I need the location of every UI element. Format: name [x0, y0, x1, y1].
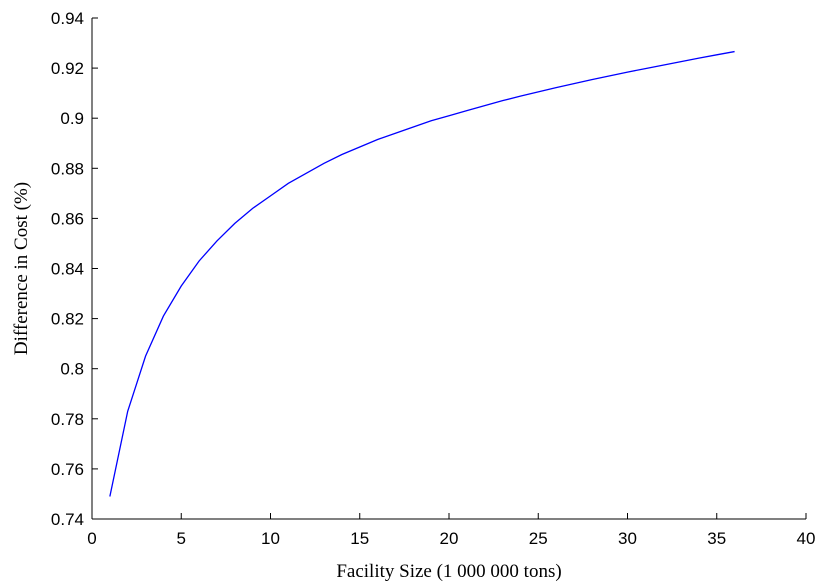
y-tick-label: 0.8: [60, 360, 84, 379]
x-axis-ticks: 0 5 10 15 20 25 30 35 40: [87, 513, 815, 548]
y-tick-label: 0.92: [51, 59, 84, 78]
y-tick-label: 0.76: [51, 460, 84, 479]
series-lines: [109, 50, 735, 497]
x-tick-label: 10: [261, 529, 280, 548]
y-tick-label: 0.9: [60, 109, 84, 128]
x-tick-label: 5: [177, 529, 186, 548]
y-tick-label: 0.84: [51, 260, 84, 279]
x-tick-label: 20: [440, 529, 459, 548]
x-tick-label: 30: [618, 529, 637, 548]
series-line-0: [109, 50, 735, 497]
x-tick-label: 35: [707, 529, 726, 548]
x-tick-label: 0: [87, 529, 96, 548]
x-tick-label: 40: [797, 529, 816, 548]
y-tick-label: 0.74: [51, 510, 84, 529]
y-tick-label: 0.82: [51, 310, 84, 329]
x-tick-label: 25: [529, 529, 548, 548]
y-tick-label: 0.78: [51, 410, 84, 429]
axes: [91, 18, 806, 520]
y-tick-label: 0.88: [51, 159, 84, 178]
x-axis-title: Facility Size (1 000 000 tons): [336, 561, 561, 582]
y-axis-ticks: 0.74 0.76 0.78 0.8 0.82 0.84 0.86 0.88 0.9 0.92 0.…: [51, 9, 98, 529]
y-axis-title: Difference in Cost (%): [11, 182, 32, 355]
x-tick-label: 15: [350, 529, 369, 548]
y-tick-label: 0.86: [51, 209, 84, 228]
y-tick-label: 0.94: [51, 9, 84, 28]
